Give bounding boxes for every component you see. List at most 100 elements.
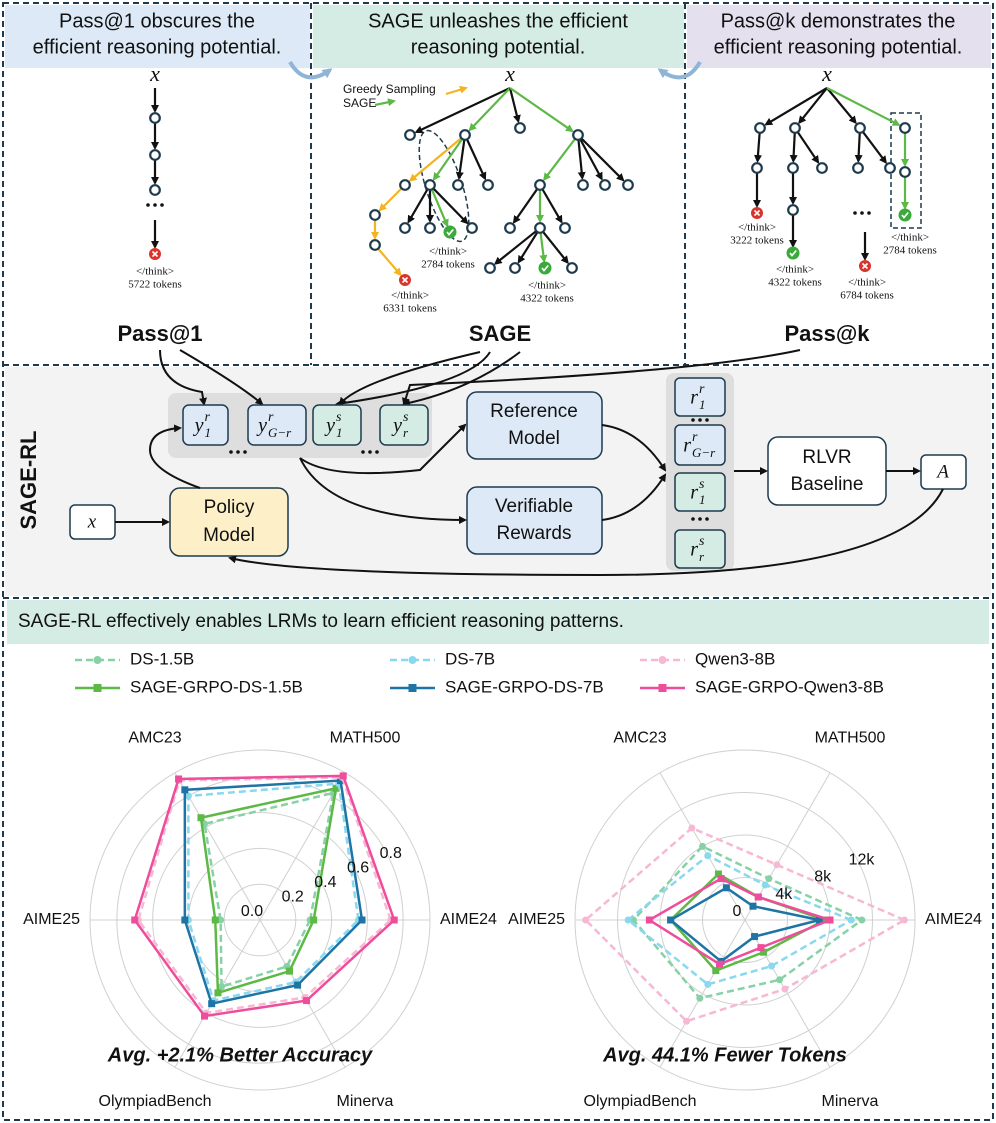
math-label: x: [87, 511, 97, 532]
tree-node: [852, 162, 864, 174]
tree-node: [149, 184, 161, 196]
tree-node: [482, 179, 494, 191]
arrow: [338, 351, 481, 406]
radar-point: [337, 777, 345, 785]
legend-label: DS-1.5B: [130, 649, 194, 668]
tree-edge: [512, 188, 538, 224]
math-sup: s: [403, 410, 409, 425]
axis-label: OlympiadBench: [99, 1093, 212, 1110]
section-label: SAGE-RL: [16, 431, 41, 530]
box: [920, 454, 967, 490]
leaf-tag: </think>: [391, 290, 429, 302]
arrow: [657, 60, 702, 80]
tree-edge: [798, 87, 828, 125]
tree-edge: [539, 233, 548, 264]
tree-edge: [378, 188, 402, 212]
results-header-bg: [7, 600, 989, 644]
radar-point: [303, 997, 311, 1005]
axis-label: AIME25: [508, 911, 565, 928]
box: [466, 486, 603, 555]
tree-node: [149, 112, 161, 124]
tree-edge: [509, 87, 574, 133]
label: Verifiable: [495, 496, 573, 517]
radar-point: [776, 976, 784, 984]
tree-node: [369, 239, 381, 251]
tree-node: [566, 262, 578, 274]
label: Policy: [204, 497, 255, 518]
math-sup: s: [699, 477, 705, 492]
tree-edge: [826, 87, 857, 125]
tree-node: [369, 209, 381, 221]
tree-node: [787, 162, 799, 174]
tree-node: [899, 122, 911, 134]
radar-point: [184, 792, 192, 800]
check-icon: [789, 249, 797, 257]
legend-label: SAGE-GRPO-DS-1.5B: [130, 677, 303, 696]
r-tick-label: 0.4: [314, 874, 336, 891]
tree-node: [452, 179, 464, 191]
spoke: [659, 919, 746, 1068]
legend-marker: [658, 684, 667, 692]
tree-node: [787, 204, 799, 216]
box: [247, 404, 307, 446]
box: [182, 404, 229, 446]
radar-point: [217, 916, 225, 924]
ellipsis-dot: [698, 517, 702, 521]
radar-point: [699, 842, 706, 850]
radar-point: [667, 916, 675, 924]
leaf-tag: </think>: [136, 266, 174, 278]
radar-point: [645, 916, 653, 924]
axis-label: AIME24: [925, 911, 982, 928]
tree-edge: [541, 189, 563, 224]
tree-edge: [455, 140, 466, 181]
annotation: Avg. 44.1% Fewer Tokens: [602, 1044, 847, 1066]
tree-edge: [797, 131, 820, 164]
root-label: x: [504, 61, 515, 86]
tree-edge: [432, 138, 463, 181]
math-base: y: [391, 415, 402, 437]
tree-node: [559, 222, 571, 234]
tree-node: [399, 179, 411, 191]
radar-point: [722, 884, 730, 892]
ellipsis-dot: [153, 203, 157, 207]
tree-node: [622, 179, 634, 191]
arrow: [374, 98, 396, 107]
math-base: r: [690, 387, 698, 409]
radar-point: [332, 784, 340, 792]
arrow: [335, 351, 491, 408]
legend-label: SAGE: [343, 96, 376, 110]
ellipsis-dot: [705, 418, 709, 422]
box: [674, 424, 726, 466]
leaf-tokens: 4322 tokens: [768, 277, 821, 289]
axis-label: MATH500: [815, 729, 886, 746]
tree-edge: [826, 87, 901, 126]
radar-point: [716, 960, 723, 968]
label: Reference: [490, 401, 578, 422]
arrow: [401, 349, 801, 406]
radar-point: [582, 916, 590, 924]
axis-label: AMC23: [613, 729, 666, 746]
box: [312, 404, 362, 446]
tree-edge: [579, 139, 603, 181]
legend-label: SAGE-GRPO-Qwen3-8B: [695, 677, 884, 696]
math-sub: r: [403, 425, 409, 440]
legend-label: Qwen3-8B: [695, 649, 775, 668]
radar-point: [765, 875, 773, 883]
tree-edge: [789, 133, 798, 164]
leaf-tokens: 6331 tokens: [383, 303, 436, 315]
math-base: y: [193, 415, 204, 437]
label: Pass@1 obscures the: [59, 10, 255, 32]
tree-edge: [468, 87, 511, 132]
r-tick-label: 0.0: [241, 903, 263, 920]
radar-point: [310, 916, 318, 924]
tree-node: [577, 179, 589, 191]
leaf-tag: </think>: [891, 232, 929, 244]
leaf-tokens: 2784 tokens: [421, 259, 474, 271]
radar-point: [294, 981, 302, 989]
tree-node: [459, 129, 471, 141]
ellipsis-dot: [853, 211, 857, 215]
axis-label: OlympiadBench: [584, 1093, 697, 1110]
radar-point: [175, 775, 183, 783]
ellipsis-dot: [867, 211, 871, 215]
panel-title: Pass@1: [117, 321, 202, 346]
